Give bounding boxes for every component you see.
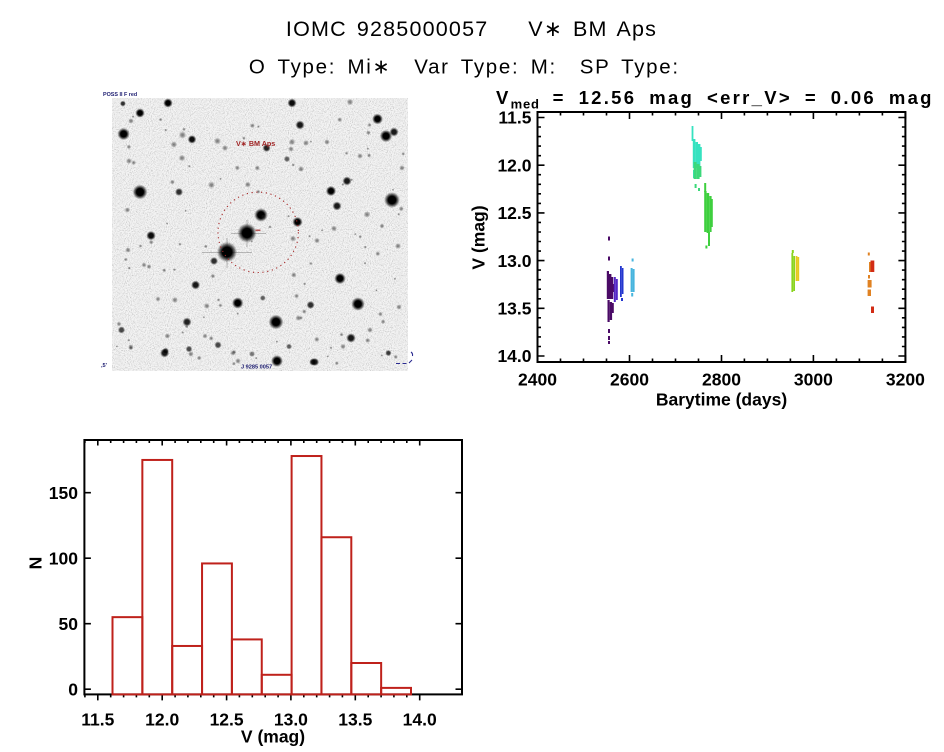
svg-text:V∗ BM Aps: V∗ BM Aps — [236, 139, 275, 148]
svg-text:3000: 3000 — [794, 370, 833, 390]
svg-text:V (mag): V (mag) — [241, 727, 305, 747]
svg-text:50: 50 — [59, 614, 79, 634]
svg-text:11.5: 11.5 — [81, 710, 114, 730]
svg-text:POSS II F red: POSS II F red — [103, 92, 137, 98]
svg-text:13.0: 13.0 — [274, 710, 308, 730]
svg-text:14.0: 14.0 — [497, 346, 531, 366]
svg-text:O Type: Mi∗ Var Type: M: SP: O Type: Mi∗ Var Type: M: SP Type: — [249, 56, 680, 79]
svg-text:Vmed = 12.56 mag <err_V> = 0.0: Vmed = 12.56 mag <err_V> = 0.06 mag — [496, 87, 934, 112]
svg-text:0: 0 — [68, 679, 78, 699]
svg-text:V (mag): V (mag) — [469, 205, 489, 269]
svg-text:11.5: 11.5 — [498, 108, 531, 128]
svg-text:150: 150 — [49, 483, 78, 503]
svg-text:2800: 2800 — [702, 370, 741, 390]
svg-text:14.0: 14.0 — [403, 710, 437, 730]
svg-text:100: 100 — [49, 548, 78, 568]
svg-text:13.0: 13.0 — [497, 251, 531, 271]
svg-text:Barytime (days): Barytime (days) — [656, 390, 787, 410]
svg-text:12.0: 12.0 — [497, 155, 531, 175]
svg-text:13.5: 13.5 — [497, 299, 531, 319]
svg-text:2400: 2400 — [518, 370, 557, 390]
svg-text:2600: 2600 — [610, 370, 649, 390]
svg-text:,5': ,5' — [101, 363, 108, 369]
svg-text:3200: 3200 — [886, 370, 925, 390]
svg-text:12.0: 12.0 — [145, 710, 179, 730]
svg-text:IOMC 9285000057 V∗ BM Aps: IOMC 9285000057 V∗ BM Aps — [286, 17, 657, 41]
svg-text:12.5: 12.5 — [497, 203, 531, 223]
svg-text:N: N — [26, 557, 46, 570]
svg-text:12.5: 12.5 — [210, 710, 244, 730]
svg-text:13.5: 13.5 — [338, 710, 372, 730]
svg-text:J 9285 0057: J 9285 0057 — [241, 365, 272, 371]
